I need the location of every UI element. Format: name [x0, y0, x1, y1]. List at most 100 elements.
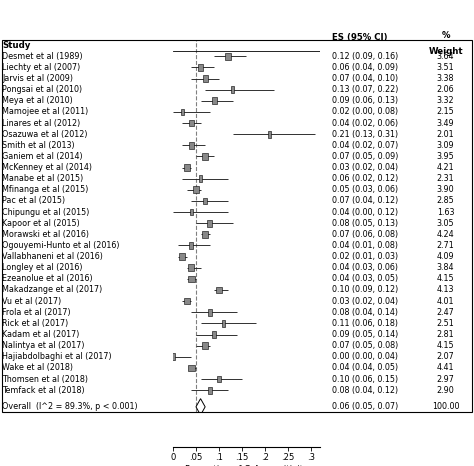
Text: %: %: [441, 31, 450, 40]
Text: 3.64: 3.64: [437, 52, 454, 61]
Bar: [222, 320, 226, 327]
Bar: [208, 387, 212, 393]
Text: 2.97: 2.97: [437, 375, 455, 384]
Text: 0.04 (0.04, 0.05): 0.04 (0.04, 0.05): [332, 363, 398, 372]
Text: Desmet et al (1989): Desmet et al (1989): [2, 52, 83, 61]
Text: 4.13: 4.13: [437, 286, 454, 295]
Text: 3.05: 3.05: [437, 219, 455, 228]
Bar: [199, 175, 202, 182]
Text: Study: Study: [2, 41, 31, 50]
Text: 0.02 (0.00, 0.08): 0.02 (0.00, 0.08): [332, 108, 398, 116]
Text: 2.81: 2.81: [437, 330, 455, 339]
Text: 0.07 (0.05, 0.09): 0.07 (0.05, 0.09): [332, 152, 398, 161]
Text: 2.15: 2.15: [437, 108, 455, 116]
Text: 3.32: 3.32: [437, 96, 455, 105]
Text: 3.84: 3.84: [437, 263, 454, 272]
Bar: [202, 153, 208, 160]
Bar: [268, 131, 271, 137]
Text: 0.08 (0.04, 0.12): 0.08 (0.04, 0.12): [332, 386, 398, 395]
Text: Liechty et al (2007): Liechty et al (2007): [2, 63, 81, 72]
Bar: [208, 220, 212, 226]
Text: 0.13 (0.07, 0.22): 0.13 (0.07, 0.22): [332, 85, 398, 94]
Text: Overall  (I^2 = 89.3%, p < 0.001): Overall (I^2 = 89.3%, p < 0.001): [2, 402, 138, 411]
Text: Temfack et al (2018): Temfack et al (2018): [2, 386, 85, 395]
Text: Longley et al (2016): Longley et al (2016): [2, 263, 83, 272]
Polygon shape: [196, 398, 205, 415]
Bar: [188, 275, 195, 282]
Text: 3.51: 3.51: [437, 63, 455, 72]
Text: 3.49: 3.49: [437, 118, 455, 128]
Text: Kadam et al (2017): Kadam et al (2017): [2, 330, 80, 339]
Text: 2.47: 2.47: [437, 308, 455, 317]
Text: 0.04 (0.01, 0.08): 0.04 (0.01, 0.08): [332, 241, 398, 250]
Bar: [183, 298, 190, 304]
Text: 0.09 (0.06, 0.13): 0.09 (0.06, 0.13): [332, 96, 398, 105]
Text: 0.06 (0.02, 0.12): 0.06 (0.02, 0.12): [332, 174, 398, 183]
Bar: [189, 142, 194, 149]
Text: 0.10 (0.06, 0.15): 0.10 (0.06, 0.15): [332, 375, 398, 384]
Bar: [188, 364, 195, 371]
Text: 0.03 (0.02, 0.04): 0.03 (0.02, 0.04): [332, 297, 398, 306]
Text: 0.09 (0.05, 0.14): 0.09 (0.05, 0.14): [332, 330, 398, 339]
Text: Frola et al (2017): Frola et al (2017): [2, 308, 71, 317]
Text: Morawski et al (2016): Morawski et al (2016): [2, 230, 90, 239]
Text: Rick et al (2017): Rick et al (2017): [2, 319, 69, 328]
Text: 2.31: 2.31: [437, 174, 455, 183]
Text: 0.06 (0.04, 0.09): 0.06 (0.04, 0.09): [332, 63, 398, 72]
Bar: [212, 97, 217, 104]
Text: Vu et al (2017): Vu et al (2017): [2, 297, 62, 306]
Text: ES (95% CI): ES (95% CI): [332, 33, 387, 42]
Text: 4.01: 4.01: [437, 297, 454, 306]
Text: Ogouyemi-Hunto et al (2016): Ogouyemi-Hunto et al (2016): [2, 241, 120, 250]
Text: Jarvis et al (2009): Jarvis et al (2009): [2, 74, 73, 83]
Text: Hajiabdolbaghi et al (2017): Hajiabdolbaghi et al (2017): [2, 352, 112, 361]
Bar: [203, 198, 207, 204]
Text: Mamojee et al (2011): Mamojee et al (2011): [2, 108, 89, 116]
Text: Manabe et al (2015): Manabe et al (2015): [2, 174, 83, 183]
Text: 0.04 (0.02, 0.06): 0.04 (0.02, 0.06): [332, 118, 398, 128]
Text: 2.85: 2.85: [437, 197, 455, 206]
Bar: [181, 109, 184, 115]
Text: 0.07 (0.05, 0.08): 0.07 (0.05, 0.08): [332, 341, 398, 350]
Bar: [225, 53, 231, 60]
Text: 0.05 (0.03, 0.06): 0.05 (0.03, 0.06): [332, 185, 398, 194]
Text: 100.00: 100.00: [432, 402, 459, 411]
Text: 4.24: 4.24: [437, 230, 455, 239]
Text: 4.15: 4.15: [437, 274, 455, 283]
Text: Kapoor et al (2015): Kapoor et al (2015): [2, 219, 80, 228]
Text: Linares et al (2012): Linares et al (2012): [2, 118, 81, 128]
Text: Ezeanolue et al (2016): Ezeanolue et al (2016): [2, 274, 93, 283]
Text: Meya et al (2010): Meya et al (2010): [2, 96, 73, 105]
Text: McKenney et al (2014): McKenney et al (2014): [2, 163, 92, 172]
Text: Mfinanga et al (2015): Mfinanga et al (2015): [2, 185, 89, 194]
Bar: [202, 231, 209, 238]
Bar: [189, 242, 193, 249]
Bar: [217, 376, 221, 383]
Text: 3.09: 3.09: [437, 141, 455, 150]
Text: 0.07 (0.04, 0.12): 0.07 (0.04, 0.12): [332, 197, 398, 206]
Text: Nalintya et al (2017): Nalintya et al (2017): [2, 341, 85, 350]
Text: 4.09: 4.09: [437, 252, 455, 261]
Text: Wake et al (2018): Wake et al (2018): [2, 363, 73, 372]
Bar: [190, 209, 192, 215]
X-axis label: Proportion of CrAg positivity: Proportion of CrAg positivity: [185, 465, 308, 466]
Text: 0.08 (0.04, 0.14): 0.08 (0.04, 0.14): [332, 308, 398, 317]
Bar: [231, 86, 234, 93]
Text: 3.95: 3.95: [437, 152, 455, 161]
Bar: [198, 64, 203, 71]
Text: Thomsen et al (2018): Thomsen et al (2018): [2, 375, 88, 384]
Bar: [202, 343, 209, 349]
Text: 0.12 (0.09, 0.16): 0.12 (0.09, 0.16): [332, 52, 398, 61]
Text: 0.04 (0.00, 0.12): 0.04 (0.00, 0.12): [332, 207, 398, 217]
Text: 0.00 (0.00, 0.04): 0.00 (0.00, 0.04): [332, 352, 398, 361]
Text: 2.06: 2.06: [437, 85, 455, 94]
Bar: [183, 164, 190, 171]
Bar: [188, 264, 194, 271]
Text: Ganiem et al (2014): Ganiem et al (2014): [2, 152, 83, 161]
Text: 0.03 (0.02, 0.04): 0.03 (0.02, 0.04): [332, 163, 398, 172]
Text: Makadzange et al (2017): Makadzange et al (2017): [2, 286, 102, 295]
Text: 4.41: 4.41: [437, 363, 454, 372]
Text: 0.10 (0.09, 0.12): 0.10 (0.09, 0.12): [332, 286, 398, 295]
Text: 0.08 (0.05, 0.13): 0.08 (0.05, 0.13): [332, 219, 398, 228]
Text: Pac et al (2015): Pac et al (2015): [2, 197, 65, 206]
